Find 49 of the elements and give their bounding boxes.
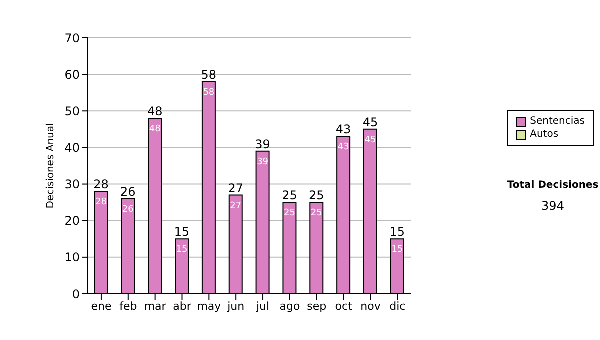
x-tick-label: jun: [226, 300, 245, 313]
x-tick-label: mar: [144, 300, 167, 313]
x-tick-label: feb: [120, 300, 138, 313]
total-label: 39: [255, 137, 270, 152]
x-tick-label: may: [197, 300, 222, 313]
total-label: 25: [282, 188, 298, 203]
legend-label: Sentencias: [530, 115, 585, 128]
y-tick-label: 20: [64, 214, 80, 228]
y-tick-label: 30: [64, 178, 80, 192]
y-tick-label: 10: [64, 250, 80, 265]
text: Total Decisiones: [506, 180, 600, 191]
data-label: 27: [230, 201, 242, 212]
text: 394: [540, 199, 566, 213]
y-tick-label: 70: [64, 31, 80, 46]
x-tick-label: jul: [255, 300, 270, 313]
data-label: 48: [149, 124, 162, 134]
data-label: 39: [257, 157, 269, 168]
total-label: 43: [336, 122, 352, 137]
x-tick-label: ago: [280, 300, 300, 313]
y-axis-title: Decisiones Anual: [46, 123, 57, 209]
total-label: 48: [147, 104, 163, 118]
y-tick-label: 0: [72, 287, 80, 302]
total-label: 25: [309, 188, 324, 203]
total-label: 15: [174, 225, 190, 240]
data-label: 25: [310, 208, 322, 219]
x-tick-label: sep: [307, 300, 327, 313]
data-label: 15: [392, 245, 404, 256]
data-label: 15: [176, 245, 188, 256]
total-label: 27: [228, 181, 244, 196]
legend-label: Autos: [530, 128, 559, 141]
total-label: 28: [94, 178, 109, 192]
data-label: 25: [284, 208, 296, 219]
x-tick-label: nov: [360, 300, 382, 313]
total-label: 15: [390, 225, 406, 240]
total-label: 26: [120, 184, 136, 199]
data-label: 43: [338, 142, 350, 153]
y-tick-label: 40: [64, 140, 80, 155]
data-label: 45: [364, 135, 376, 146]
data-label: 26: [122, 204, 134, 215]
x-tick-label: abr: [173, 300, 192, 313]
x-tick-label: oct: [335, 300, 354, 313]
total-label: 45: [362, 115, 378, 130]
total-label: 58: [201, 68, 217, 82]
y-tick-label: 50: [64, 104, 80, 118]
x-tick-label: dic: [390, 300, 406, 313]
data-label: 28: [96, 198, 108, 208]
data-label: 58: [203, 88, 215, 98]
y-tick-label: 60: [64, 68, 80, 82]
x-tick-label: ene: [91, 300, 112, 313]
